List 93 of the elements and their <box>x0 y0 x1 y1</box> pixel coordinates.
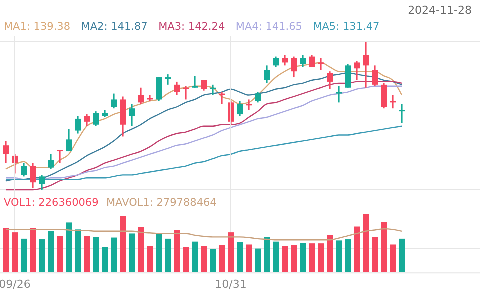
bar <box>363 214 369 272</box>
bar <box>273 242 279 272</box>
bar <box>93 237 99 272</box>
candlestick <box>93 110 99 128</box>
bar <box>102 247 108 272</box>
bar <box>237 242 243 272</box>
candlestick <box>138 87 144 105</box>
bar <box>120 216 126 272</box>
candlestick <box>30 162 36 190</box>
candlestick <box>48 154 54 170</box>
bar <box>30 228 36 272</box>
bar <box>282 246 288 272</box>
bar <box>372 237 378 272</box>
bar <box>165 238 171 272</box>
candlestick <box>282 54 288 66</box>
bar <box>210 249 216 272</box>
candlestick <box>399 103 405 124</box>
text: 2024-11-28 <box>408 4 472 17</box>
candlestick <box>300 54 306 68</box>
text: MA4: 141.65 <box>236 21 302 33</box>
candlestick <box>75 115 81 135</box>
candlestick <box>354 60 360 82</box>
candlestick <box>111 93 117 110</box>
candlestick <box>318 57 324 71</box>
candlestick <box>345 63 351 89</box>
bar <box>84 236 90 272</box>
candlestick <box>327 70 333 90</box>
candlestick <box>39 174 45 191</box>
candlestick <box>66 128 72 152</box>
bar <box>291 245 297 272</box>
candlestick <box>84 114 90 128</box>
bar <box>57 236 63 272</box>
series-label: VOL1: 226360069 <box>4 197 99 209</box>
candlestick <box>174 81 180 96</box>
candlestick <box>381 82 387 110</box>
candlestick <box>372 64 378 88</box>
bar <box>318 244 324 272</box>
bar <box>48 231 54 272</box>
bar <box>300 243 306 272</box>
bar <box>381 222 387 272</box>
bar <box>39 240 45 272</box>
bar <box>399 238 405 272</box>
bar <box>192 242 198 272</box>
candlestick <box>192 75 198 89</box>
text: MA5: 131.47 <box>313 21 380 33</box>
bar <box>147 246 153 272</box>
bar <box>219 245 225 272</box>
candlestick <box>165 74 171 86</box>
candlestick <box>255 92 261 104</box>
candlestick <box>21 162 27 178</box>
text: MA3: 142.24 <box>158 21 226 33</box>
candlestick <box>3 140 9 164</box>
bar <box>228 232 234 272</box>
candlestick <box>336 86 342 104</box>
candlestick <box>291 56 297 78</box>
candlestick <box>129 103 135 128</box>
bar <box>327 235 333 272</box>
candlestick <box>363 41 369 89</box>
candlestick <box>246 98 252 111</box>
bar <box>174 230 180 272</box>
bar <box>138 227 144 272</box>
bar <box>345 240 351 272</box>
bar <box>129 234 135 272</box>
candlestick <box>219 92 225 105</box>
x-tick-label: 10/31 <box>215 278 247 291</box>
bar <box>255 248 261 272</box>
candlestick <box>390 94 396 110</box>
candlestick <box>237 100 243 117</box>
text: MA1: 139.38 <box>4 21 71 33</box>
bar <box>183 247 189 272</box>
candlestick <box>57 149 63 164</box>
bar <box>111 238 117 272</box>
bar <box>309 244 315 272</box>
bar <box>21 238 27 272</box>
candlestick <box>264 64 270 84</box>
bar <box>264 237 270 272</box>
bar <box>336 240 342 272</box>
text: MA2: 141.87 <box>81 21 148 33</box>
text: MAVOL1: 279788464 <box>106 197 218 209</box>
bar <box>201 246 207 272</box>
bar <box>3 228 9 272</box>
bar <box>75 230 81 272</box>
bar <box>12 232 18 272</box>
bar <box>156 234 162 272</box>
bar <box>66 222 72 272</box>
candlestick <box>156 76 162 102</box>
candlestick <box>273 56 279 68</box>
bar <box>246 244 252 272</box>
candlestick <box>210 84 216 96</box>
x-tick-label: 09/26 <box>0 278 31 291</box>
candlestick <box>183 86 189 101</box>
bar <box>390 244 396 272</box>
bar <box>354 226 360 272</box>
